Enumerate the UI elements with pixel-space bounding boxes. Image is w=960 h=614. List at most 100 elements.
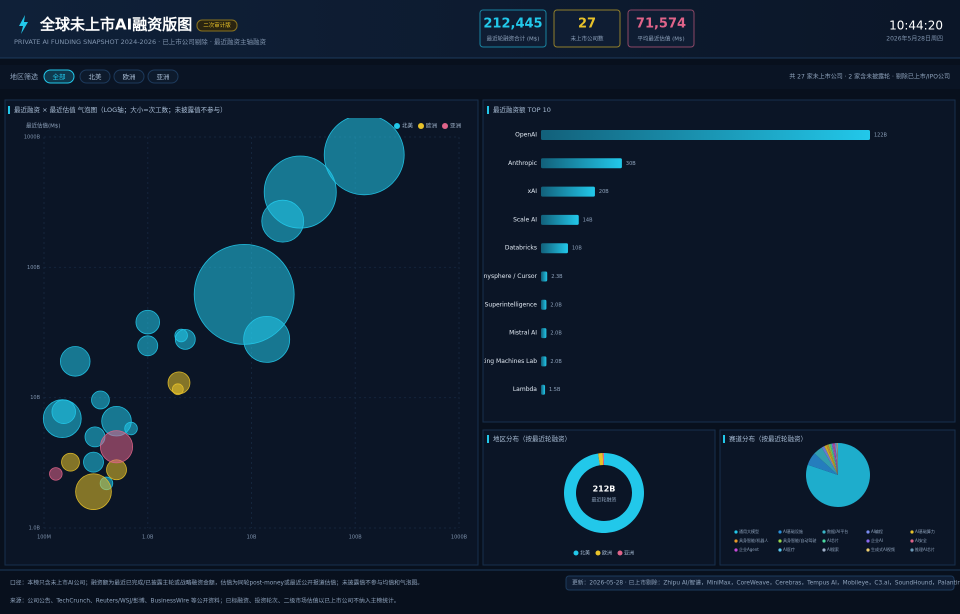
bubble <box>124 421 138 436</box>
pie-slice <box>836 443 838 475</box>
bar <box>541 271 548 282</box>
legend-label: AI医疗 <box>783 546 795 552</box>
x-tick-label: 1000B <box>451 535 468 541</box>
legend-dot <box>866 530 870 534</box>
filter-button[interactable] <box>79 69 111 84</box>
legend-label: 北美 <box>402 122 414 130</box>
update-box <box>565 575 955 591</box>
bubble <box>171 383 184 396</box>
kpi-box <box>627 9 695 48</box>
legend-label: 欧洲 <box>426 122 438 130</box>
bar-label: OpenAI <box>515 132 537 139</box>
kpi-box <box>553 9 621 48</box>
legend-dot <box>910 548 914 552</box>
bar-value: 122B <box>874 133 888 139</box>
pie-slice <box>814 447 838 475</box>
group <box>42 118 405 510</box>
footer-update: 更新：2026-05-28 · 已上市剔除：Zhipu AI/智谱，MiniMa… <box>572 579 960 587</box>
bubble <box>135 309 160 335</box>
filter-button-text[interactable]: 欧洲 <box>123 72 136 81</box>
legend-label: AI芯片 <box>827 537 839 543</box>
filter-button-text[interactable]: 亚洲 <box>157 73 170 81</box>
filter-button[interactable] <box>43 69 75 84</box>
bar <box>541 243 568 254</box>
donut-center-label: 最近轮融资 <box>591 497 616 504</box>
panel-title: 赛道分布（按最近轮融资） <box>729 434 807 443</box>
bar-value: 20B <box>599 189 609 195</box>
bar-value: 2.0B <box>550 331 562 337</box>
title-bar <box>723 435 725 443</box>
bar <box>541 328 547 339</box>
panel-title: 地区分布（按最近轮融资） <box>493 434 571 443</box>
filter-button[interactable] <box>147 69 179 84</box>
legend-dot <box>866 548 870 552</box>
legend-label: 亚洲 <box>624 551 634 557</box>
bar <box>541 158 622 169</box>
pie-slice <box>835 443 838 475</box>
bar-label: Scale AI <box>513 216 537 223</box>
bar-label: Anthropic <box>508 160 537 167</box>
bar-panel <box>482 99 956 423</box>
bubble <box>137 335 159 357</box>
x-tick-label: 10B <box>247 535 257 541</box>
bubble <box>91 390 110 410</box>
pie-slice <box>834 443 838 475</box>
x-tick-label: 100M <box>37 535 51 541</box>
kpi-label: 最近轮融资合计 (M$) <box>487 35 540 43</box>
legend-label: 亚洲 <box>450 123 462 130</box>
kpi-value: 27 <box>578 17 596 32</box>
pie-slice <box>805 442 870 507</box>
bar-value: 14B <box>583 217 593 223</box>
filter-summary: 共 27 家未上市公司 · 2 家含未披露轮 · 剔除已上市/IPO公司 <box>789 73 950 81</box>
legend-label: AI安全 <box>915 537 927 543</box>
logo-icon <box>19 15 28 34</box>
bar-label: Thinking Machines Lab <box>467 358 537 365</box>
pie-slice <box>824 445 838 475</box>
legend-dot <box>822 530 826 534</box>
bar-label: xAI <box>528 188 538 195</box>
bubble <box>59 346 91 377</box>
footer-note: 口径：本榜只含未上市AI公司；融资额为最近已完成/已披露主轮或战略融资金额，估值… <box>10 579 423 587</box>
title-bar <box>487 435 489 443</box>
filter-button-text[interactable]: 北美 <box>89 72 103 81</box>
filter-button[interactable] <box>113 69 145 84</box>
legend-label: 推理AI芯片 <box>915 546 935 552</box>
legend-dot <box>910 530 914 534</box>
bar-value: 2.3B <box>551 274 563 280</box>
legend-dot <box>394 123 400 129</box>
x-tick-label: 100B <box>349 535 363 541</box>
legend-label: AI基础设施 <box>783 528 803 534</box>
pie-slice <box>826 444 838 475</box>
pie-slice <box>831 443 838 475</box>
group: OpenAI 122B Anthropic 30B xAI 20B Scale AI 14B D… <box>467 130 888 395</box>
bar <box>541 186 595 197</box>
legend-label: 企业Agent <box>739 546 759 552</box>
legend-label: 北美 <box>580 550 590 557</box>
y-tick-label: 10B <box>30 395 40 401</box>
y-axis-label: 最近估值(M$) <box>26 122 61 130</box>
legend-label: AI搜索 <box>827 546 839 552</box>
kpi-label: 未上市公司数 <box>570 35 604 43</box>
panel-title: 最近融资额 TOP 10 <box>493 105 551 114</box>
kpi-label: 平均最近估值 (M$) <box>637 35 684 43</box>
bubble <box>51 399 76 424</box>
bubble <box>243 315 291 363</box>
clock: 10:44:20 <box>889 19 943 33</box>
legend-dot <box>778 530 782 534</box>
subtitle: PRIVATE AI FUNDING SNAPSHOT 2024-2026 · … <box>14 37 266 46</box>
legend-dot <box>418 123 424 129</box>
kpi-value: 212,445 <box>483 17 542 32</box>
legend-dot <box>573 550 579 556</box>
kpi-box <box>479 9 547 48</box>
donut-slice <box>598 453 604 466</box>
legend-dot <box>778 548 782 552</box>
bubble <box>323 118 405 196</box>
legend-dot <box>734 548 738 552</box>
legend-dot <box>822 548 826 552</box>
filter-button-text[interactable]: 全部 <box>53 72 67 81</box>
donut-slice <box>602 453 604 466</box>
bar-value: 1.5B <box>549 387 561 393</box>
donut-slice <box>563 453 644 533</box>
